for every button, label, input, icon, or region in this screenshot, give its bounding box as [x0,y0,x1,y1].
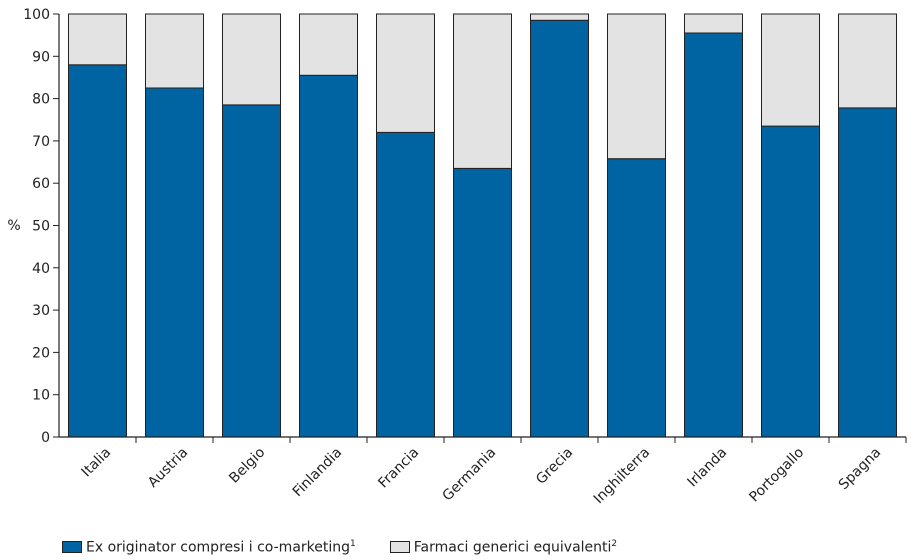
y-tick-label-60: 60 [32,176,50,192]
y-axis-label: % [7,218,20,234]
y-tick-label-10: 10 [32,388,50,404]
legend-label-generici: Farmaci generici equivalenti [413,539,612,556]
x-tick-label-grecia: Grecia [533,445,576,488]
x-tick-label-irlanda: Irlanda [685,445,731,491]
bar-belgio-series-1 [222,104,281,438]
x-tick-label-portogallo: Portogallo [746,445,807,506]
x-tick-label-francia: Francia [375,445,422,492]
stacked-bar-chart: Italia Austria Belgio Finlandia Francia Germa… [7,7,907,508]
y-tick-label-70: 70 [32,134,50,150]
legend-label-ex-originator: Ex originator compresi i co-marketing [86,539,351,556]
y-tick-label-40: 40 [32,261,50,277]
legend-swatch-generici [389,541,410,553]
x-tick-label-finlandia: Finlandia [290,445,346,501]
bar-austria-series-1 [145,87,204,438]
bar-germania-series-2 [453,13,512,169]
legend-swatch-ex-originator [62,541,82,553]
bar-italia-series-2 [68,13,127,66]
bar-spagna-series-1 [838,107,897,438]
bars-group [68,13,897,438]
legend-item-generici: Farmaci generici equivalenti2 [389,538,618,556]
x-tick-label-inghilterra: Inghilterra [591,445,654,508]
bar-finlandia-series-2 [299,13,358,76]
bar-finlandia-series-1 [299,74,358,438]
bar-italia-series-1 [68,64,127,438]
bar-portogallo-series-1 [761,125,820,438]
bar-grecia-series-2 [530,13,589,21]
x-tick-label-austria: Austria [145,445,191,491]
x-tick-label-belgio: Belgio [226,445,268,487]
legend-footnote-2: 2 [611,538,618,549]
bar-francia-series-1 [376,131,435,438]
bar-francia-series-2 [376,13,435,133]
y-tick-label-50: 50 [32,219,50,235]
y-tick-label-0: 0 [41,430,50,446]
y-tick-label-90: 90 [32,49,50,65]
x-tick-label-spagna: Spagna [836,445,885,494]
legend: Ex originator compresi i co-marketing1 F… [62,538,651,556]
bar-irlanda-series-2 [684,13,743,34]
bar-grecia-series-1 [530,19,589,438]
y-tick-label-30: 30 [32,303,50,319]
y-tick-label-80: 80 [32,92,50,108]
bar-portogallo-series-2 [761,13,820,127]
bar-austria-series-2 [145,13,204,89]
y-tick-label-100: 100 [23,7,50,23]
bar-inghilterra-series-2 [607,13,666,160]
bar-germania-series-1 [453,167,512,438]
bar-inghilterra-series-1 [607,158,666,438]
legend-item-ex-originator: Ex originator compresi i co-marketing1 [62,538,356,556]
y-tick-label-20: 20 [32,345,50,361]
x-tick-label-germania: Germania [440,445,500,505]
bar-irlanda-series-1 [684,32,743,438]
bar-belgio-series-2 [222,13,281,106]
bar-spagna-series-2 [838,13,897,109]
legend-footnote-1: 1 [350,538,356,549]
x-tick-label-italia: Italia [79,445,115,481]
